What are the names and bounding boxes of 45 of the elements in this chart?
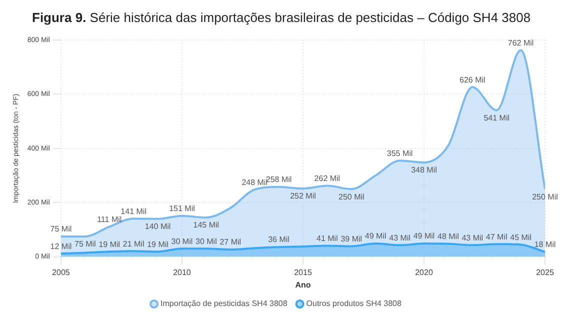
data-label: 43 Mil — [462, 233, 484, 242]
data-label: 39 Mil — [340, 234, 362, 244]
data-label: 541 Mil — [484, 113, 510, 122]
data-label: 75 Mil — [50, 224, 72, 234]
data-label: 145 Mil — [193, 220, 220, 230]
data-label: 36 Mil — [268, 235, 290, 244]
data-label: 262 Mil — [314, 174, 340, 183]
data-label: 19 Mil — [98, 240, 120, 249]
data-label: 151 Mil — [169, 204, 196, 214]
data-label: 48 Mil — [438, 232, 460, 241]
chart-title: Figura 9. Série histórica das importações brasileiras de pesticidas – Código SH4 3808 — [31, 9, 532, 27]
data-label: 30 Mil — [171, 236, 193, 246]
data-label: 111 Mil — [97, 214, 122, 224]
x-tick-label: 2015 — [294, 268, 312, 277]
data-label: 355 Mil — [386, 148, 413, 158]
x-tick-label: 2010 — [173, 268, 192, 277]
x-tick-label: 2005 — [52, 268, 70, 277]
data-label: 250 Mil — [532, 192, 558, 202]
data-label: 41 Mil — [316, 234, 338, 243]
legend-label: Outros produtos SH4 3808 — [306, 299, 402, 308]
data-label: 250 Mil — [338, 192, 364, 202]
data-label: 12 Mil — [50, 242, 72, 251]
data-label: 43 Mil — [389, 233, 411, 242]
data-label: 762 Mil — [508, 38, 534, 48]
x-tick-label: 2025 — [536, 268, 554, 277]
data-label: 348 Mil — [411, 166, 438, 175]
data-label: 49 Mil — [413, 232, 435, 241]
data-label: 626 Mil — [459, 75, 486, 84]
data-label: 30 Mil — [196, 236, 218, 246]
x-tick-label: 2020 — [415, 268, 434, 277]
data-label: 49 Mil — [364, 232, 386, 241]
data-label: 141 Mil — [120, 206, 147, 216]
data-label: 21 Mil — [122, 239, 144, 248]
data-label: 45 Mil — [510, 232, 532, 242]
data-label: 75 Mil — [74, 240, 96, 249]
data-label: 47 Mil — [486, 232, 508, 242]
data-label: 140 Mil — [144, 222, 171, 232]
data-label: 252 Mil — [290, 192, 316, 201]
data-label: 18 Mil — [534, 240, 556, 250]
data-label: 258 Mil — [266, 175, 292, 184]
x-axis-title: Ano — [295, 280, 311, 290]
data-label: 19 Mil — [147, 240, 169, 249]
legend-label: Importação de pesticidas SH4 3808 — [160, 299, 288, 308]
data-label: 27 Mil — [220, 238, 242, 247]
data-label: 248 Mil — [242, 178, 268, 187]
